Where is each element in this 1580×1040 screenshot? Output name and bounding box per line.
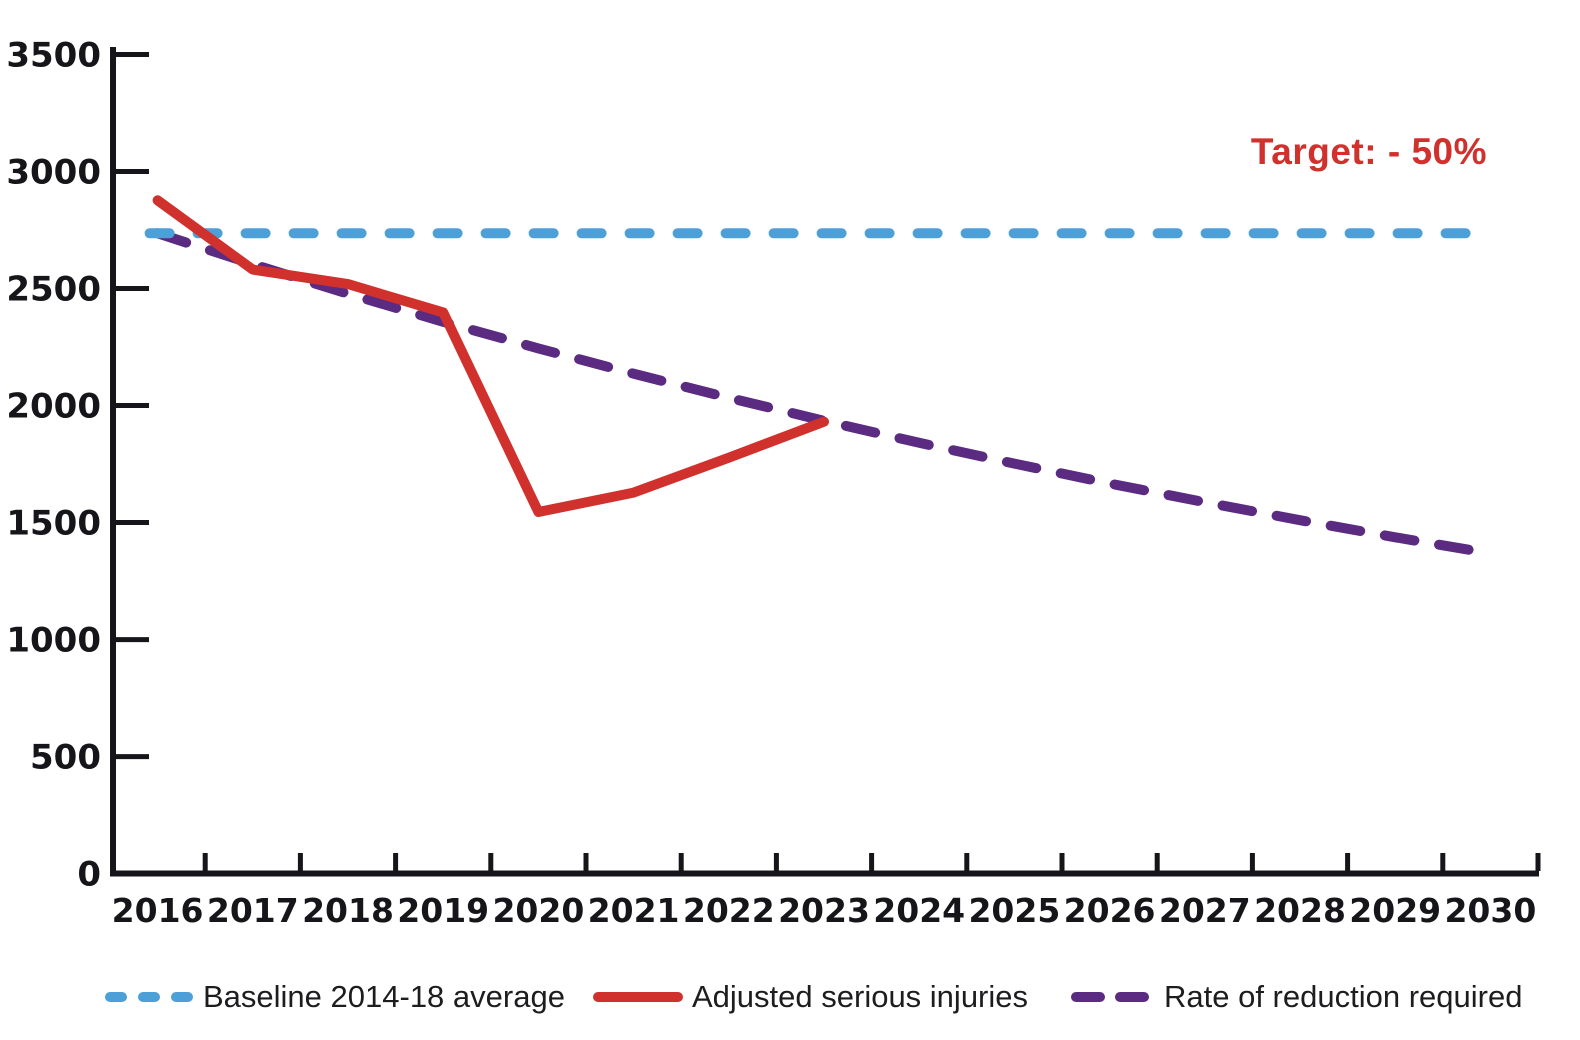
x-tick-label: 2027 — [1159, 891, 1251, 930]
axis-tick-labels: 0 500 1000 1500 2000 2500 3000 3500 2016 2017 2018… — [6, 36, 1536, 931]
y-tick-label: 3500 — [6, 36, 101, 76]
y-tick-label: 3000 — [6, 153, 101, 193]
x-tick-label: 2024 — [873, 891, 965, 930]
legend-item-reduction: Rate of reduction required — [1070, 978, 1522, 1016]
x-tick-label: 2020 — [492, 891, 584, 930]
x-tick-label: 2018 — [302, 891, 394, 930]
y-tick-label: 0 — [77, 855, 101, 895]
x-tick-label: 2025 — [968, 891, 1060, 930]
target-annotation: Target: - 50% — [1250, 131, 1487, 172]
x-tick-label: 2023 — [778, 891, 870, 930]
axes — [110, 47, 1541, 877]
legend-label-adjusted: Adjusted serious injuries — [692, 979, 1029, 1014]
x-tick-label: 2026 — [1064, 891, 1156, 930]
x-tick-label: 2017 — [207, 891, 299, 930]
reduction-line — [152, 228, 1496, 559]
data-series — [144, 195, 1499, 559]
y-tick-label: 1000 — [6, 621, 101, 661]
x-tick-label: 2021 — [588, 891, 680, 930]
legend-item-adjusted: Adjusted serious injuries — [592, 978, 1028, 1016]
y-tick-label: 2000 — [6, 387, 101, 427]
adjusted-line — [152, 195, 829, 517]
x-tick-label: 2030 — [1444, 891, 1536, 930]
y-tick-label: 2500 — [6, 270, 101, 310]
x-tick-label: 2019 — [397, 891, 489, 930]
x-tick-label: 2028 — [1254, 891, 1346, 930]
legend-label-baseline: Baseline 2014-18 average — [203, 979, 565, 1014]
y-tick-label: 1500 — [6, 504, 101, 544]
x-tick-label: 2029 — [1349, 891, 1441, 930]
reduction-dashed-line-icon — [1071, 992, 1155, 1002]
adjusted-solid-line-icon — [593, 992, 683, 1002]
legend-item-baseline: Baseline 2014-18 average — [103, 978, 565, 1016]
legend-label-reduction: Rate of reduction required — [1164, 979, 1523, 1014]
y-tick-label: 500 — [30, 738, 101, 778]
x-tick-label: 2022 — [683, 891, 775, 930]
baseline-dashed-line-icon — [105, 992, 194, 1002]
x-tick-label: 2016 — [112, 891, 204, 930]
